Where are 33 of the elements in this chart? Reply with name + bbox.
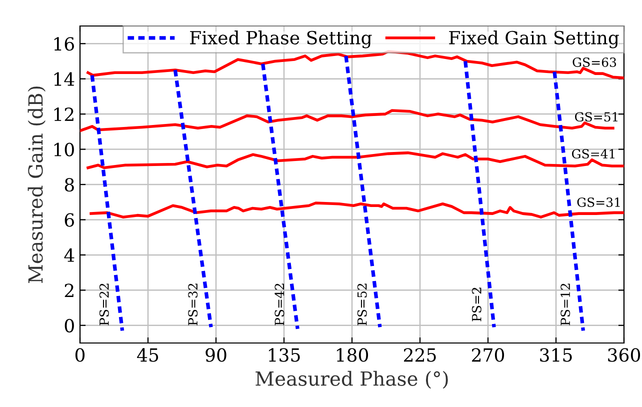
y-tick-label: 10 [54, 142, 74, 156]
y-tick-label: 4 [64, 248, 74, 262]
x-tick-label: 270 [472, 348, 504, 362]
x-tick-label: 225 [404, 348, 436, 362]
annotation: GS=51 [575, 112, 618, 122]
x-tick-label: 360 [608, 348, 640, 362]
annotation: PS=22 [99, 284, 109, 326]
y-tick-label: 16 [54, 37, 74, 51]
annotation: PS=52 [357, 284, 367, 326]
x-tick-label: 180 [336, 348, 368, 362]
annotation: GS=41 [572, 149, 614, 159]
annotation: GS=31 [577, 198, 620, 207]
annotation: PS=2 [472, 288, 482, 322]
annotation: GS=63 [572, 58, 616, 67]
x-tick-label: 315 [540, 348, 572, 362]
x-tick-label: 135 [268, 348, 300, 362]
annotation: PS=42 [274, 284, 284, 326]
y-tick-label: 14 [54, 72, 74, 86]
x-axis-title: Measured Phase (°) [256, 370, 448, 389]
y-tick-label: 2 [64, 284, 74, 298]
y-tick-label: 6 [64, 213, 74, 227]
legend-label: Fixed Gain Setting [449, 30, 619, 48]
line-series [86, 151, 624, 170]
annotation: PS=12 [560, 284, 570, 326]
legend-label: Fixed Phase Setting [190, 30, 372, 48]
x-tick-label: 45 [137, 348, 158, 362]
x-tick-label: 0 [75, 348, 85, 362]
x-tick-label: 90 [206, 348, 226, 362]
y-tick-label: 8 [64, 178, 74, 192]
annotation: PS=32 [188, 284, 198, 326]
y-tick-label: 0 [64, 318, 74, 333]
y-axis-title: Measured Gain (dB) [28, 86, 46, 283]
y-tick-label: 12 [54, 108, 74, 121]
